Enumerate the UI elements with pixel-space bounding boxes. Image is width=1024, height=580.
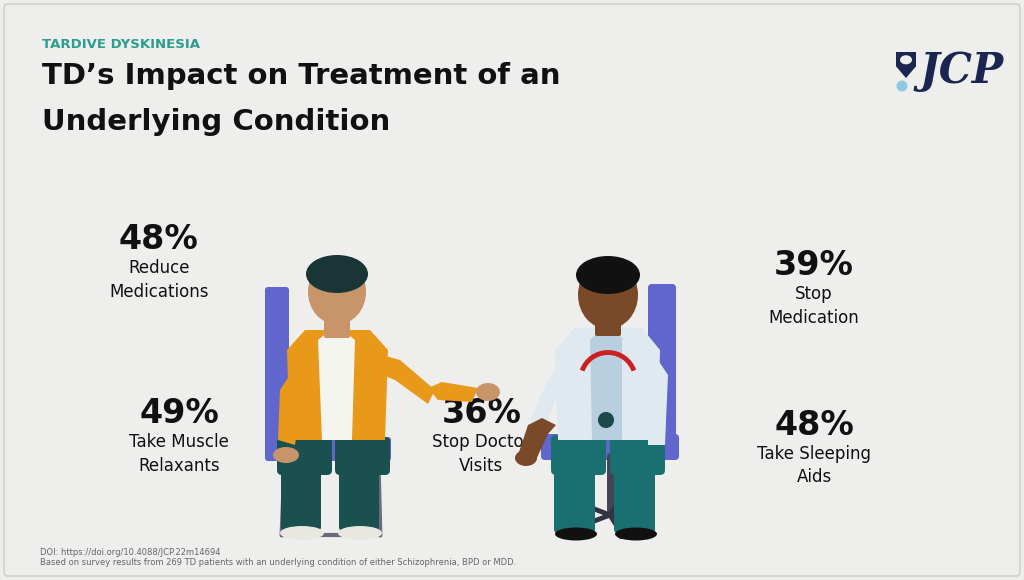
Polygon shape <box>555 328 660 440</box>
Circle shape <box>574 522 585 532</box>
Text: 48%: 48% <box>119 223 199 256</box>
Ellipse shape <box>615 527 657 541</box>
Ellipse shape <box>515 450 537 466</box>
FancyBboxPatch shape <box>281 463 321 531</box>
FancyBboxPatch shape <box>551 435 606 475</box>
Polygon shape <box>428 382 478 402</box>
Text: TARDIVE DYSKINESIA: TARDIVE DYSKINESIA <box>42 38 200 51</box>
Text: Based on survey results from 269 TD patients with an underlying condition of eit: Based on survey results from 269 TD pati… <box>40 558 516 567</box>
Polygon shape <box>530 365 568 428</box>
Ellipse shape <box>900 55 912 64</box>
Ellipse shape <box>555 527 597 541</box>
FancyBboxPatch shape <box>554 463 595 533</box>
Circle shape <box>616 491 627 501</box>
FancyBboxPatch shape <box>541 434 679 460</box>
Text: JCP: JCP <box>920 50 1005 92</box>
FancyBboxPatch shape <box>324 316 350 338</box>
Ellipse shape <box>578 261 638 329</box>
Text: Stop
Medication: Stop Medication <box>769 285 859 327</box>
Ellipse shape <box>306 255 368 293</box>
Ellipse shape <box>476 383 500 401</box>
Polygon shape <box>896 52 916 78</box>
Ellipse shape <box>338 526 382 540</box>
FancyBboxPatch shape <box>4 4 1020 576</box>
FancyBboxPatch shape <box>265 287 289 448</box>
Circle shape <box>574 498 585 508</box>
Text: 39%: 39% <box>774 249 854 282</box>
Circle shape <box>599 413 613 427</box>
Text: Underlying Condition: Underlying Condition <box>42 108 390 136</box>
Text: Reduce
Medications: Reduce Medications <box>109 259 209 301</box>
Text: 49%: 49% <box>139 397 219 430</box>
Polygon shape <box>375 355 435 404</box>
Ellipse shape <box>273 447 299 463</box>
Text: TD’s Impact on Treatment of an: TD’s Impact on Treatment of an <box>42 62 560 90</box>
Polygon shape <box>318 332 355 440</box>
Circle shape <box>616 529 627 539</box>
FancyBboxPatch shape <box>595 316 621 336</box>
Polygon shape <box>590 330 624 440</box>
Polygon shape <box>622 330 644 440</box>
Circle shape <box>896 81 907 92</box>
Ellipse shape <box>575 256 640 294</box>
Ellipse shape <box>308 259 366 324</box>
FancyBboxPatch shape <box>278 437 332 475</box>
Text: Stop Doctor
Visits: Stop Doctor Visits <box>432 433 530 475</box>
Text: Take Sleeping
Aids: Take Sleeping Aids <box>757 445 871 487</box>
Polygon shape <box>570 330 590 440</box>
FancyBboxPatch shape <box>614 463 655 533</box>
Polygon shape <box>287 330 388 440</box>
FancyBboxPatch shape <box>339 463 379 531</box>
Polygon shape <box>278 370 308 445</box>
Text: 48%: 48% <box>774 409 854 442</box>
FancyBboxPatch shape <box>335 437 390 475</box>
FancyBboxPatch shape <box>265 437 391 461</box>
FancyBboxPatch shape <box>610 435 665 475</box>
Text: Take Muscle
Relaxants: Take Muscle Relaxants <box>129 433 229 475</box>
Text: DOI: https://doi.org/10.4088/JCP.22m14694: DOI: https://doi.org/10.4088/JCP.22m1469… <box>40 548 220 557</box>
Circle shape <box>643 510 653 520</box>
Text: 36%: 36% <box>441 397 521 430</box>
Ellipse shape <box>280 526 324 540</box>
Polygon shape <box>518 418 556 462</box>
Polygon shape <box>642 360 668 445</box>
FancyBboxPatch shape <box>648 284 676 452</box>
